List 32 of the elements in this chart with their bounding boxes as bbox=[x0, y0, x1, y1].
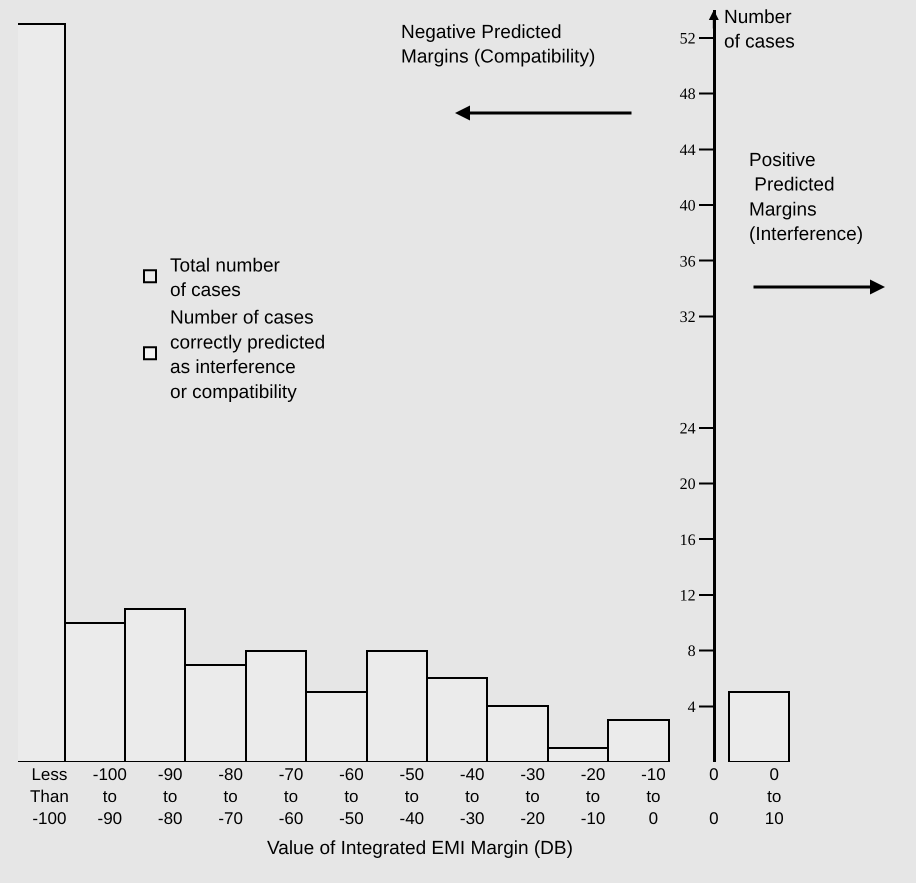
x-tick-label: -80 to -70 bbox=[218, 765, 243, 828]
y-tick-label: 48 bbox=[680, 86, 696, 104]
x-tick-label: -10 to 0 bbox=[641, 765, 666, 828]
annotation: Positive Predicted Margins (Interference) bbox=[749, 150, 864, 246]
x-tick-label: -50 to -40 bbox=[400, 765, 424, 828]
category-label: 0 0 bbox=[709, 765, 719, 828]
legend-label: Number of cases correctly predicted as interference or compatibility bbox=[170, 308, 326, 403]
x-tick-label: -30 to -20 bbox=[520, 765, 545, 828]
x-tick-label: -100 to -90 bbox=[92, 765, 127, 828]
y-axis-title: Number of cases bbox=[724, 7, 795, 53]
y-tick-label: 12 bbox=[680, 587, 696, 604]
y-tick-label: 32 bbox=[680, 308, 696, 326]
y-tick-label: 8 bbox=[688, 643, 696, 660]
annotation: Negative Predicted Margins (Compatibility) bbox=[401, 22, 596, 68]
x-tick-label: -90 to -80 bbox=[158, 765, 182, 828]
y-tick-label: 52 bbox=[680, 30, 696, 48]
y-tick-label: 4 bbox=[688, 698, 696, 716]
x-tick-label: -60 to -50 bbox=[339, 765, 364, 828]
y-tick-label: 36 bbox=[680, 253, 696, 270]
x-tick-label: -70 to -60 bbox=[278, 765, 304, 828]
x-tick-label: 0 to 10 bbox=[764, 765, 784, 828]
y-tick-label: 16 bbox=[680, 532, 696, 549]
y-tick-label: 40 bbox=[680, 198, 696, 215]
bar bbox=[728, 691, 790, 762]
legend-label: Total number of cases bbox=[170, 255, 281, 301]
y-tick-label: 44 bbox=[680, 142, 696, 159]
y-tick-label: 24 bbox=[680, 420, 696, 438]
x-tick-label: -20 to -10 bbox=[580, 765, 606, 828]
x-tick-label: -40 to -30 bbox=[460, 765, 484, 828]
y-tick-label: 20 bbox=[680, 476, 696, 494]
x-axis-title: Value of Integrated EMI Margin (DB) bbox=[267, 838, 573, 859]
x-tick-label: Less Than -100 bbox=[30, 765, 69, 828]
